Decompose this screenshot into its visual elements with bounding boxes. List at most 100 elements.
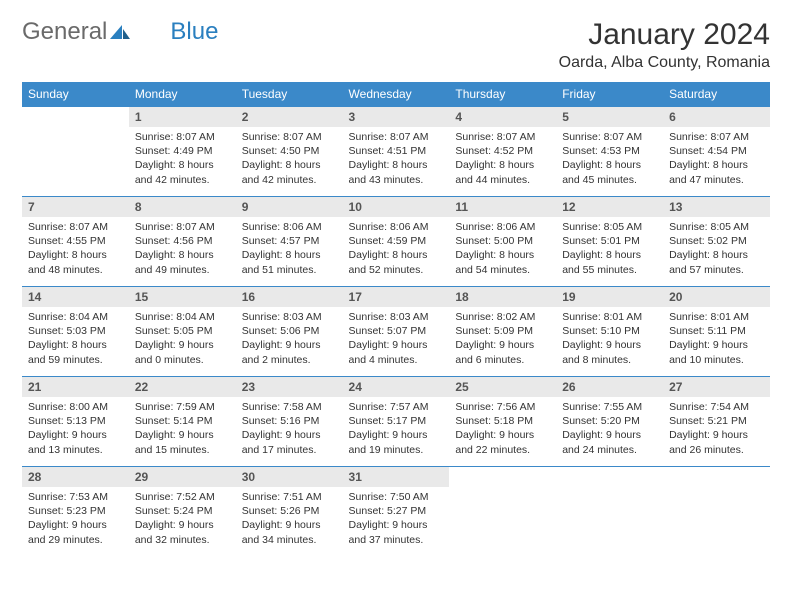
sunset-text: Sunset: 5:06 PM	[242, 324, 337, 338]
daylight-line2: and 57 minutes.	[669, 263, 764, 277]
sunrise-text: Sunrise: 8:01 AM	[562, 310, 657, 324]
sunrise-text: Sunrise: 7:52 AM	[135, 490, 230, 504]
sunset-text: Sunset: 4:59 PM	[349, 234, 444, 248]
daylight-line2: and 42 minutes.	[242, 173, 337, 187]
day-number: 10	[343, 197, 450, 217]
daylight-line1: Daylight: 9 hours	[669, 428, 764, 442]
calendar-cell: 26Sunrise: 7:55 AMSunset: 5:20 PMDayligh…	[556, 377, 663, 467]
daylight-line2: and 45 minutes.	[562, 173, 657, 187]
daylight-line2: and 51 minutes.	[242, 263, 337, 277]
day-number: 16	[236, 287, 343, 307]
sunrise-text: Sunrise: 7:59 AM	[135, 400, 230, 414]
day-number: 23	[236, 377, 343, 397]
brand-part1: General	[22, 18, 107, 46]
daylight-line1: Daylight: 9 hours	[349, 428, 444, 442]
sunrise-text: Sunrise: 8:07 AM	[669, 130, 764, 144]
daylight-line1: Daylight: 9 hours	[135, 428, 230, 442]
daylight-line1: Daylight: 9 hours	[135, 518, 230, 532]
sunrise-text: Sunrise: 7:57 AM	[349, 400, 444, 414]
calendar-body: 1Sunrise: 8:07 AMSunset: 4:49 PMDaylight…	[22, 107, 770, 557]
day-number: 31	[343, 467, 450, 487]
day-body: Sunrise: 8:02 AMSunset: 5:09 PMDaylight:…	[449, 307, 556, 373]
day-number: 26	[556, 377, 663, 397]
daylight-line1: Daylight: 8 hours	[28, 248, 123, 262]
weekday-header-row: Sunday Monday Tuesday Wednesday Thursday…	[22, 82, 770, 107]
daylight-line2: and 59 minutes.	[28, 353, 123, 367]
daylight-line1: Daylight: 9 hours	[28, 428, 123, 442]
sunset-text: Sunset: 5:27 PM	[349, 504, 444, 518]
calendar-cell: 10 Sunrise: 8:06 AMSunset: 4:59 PMDayligh…	[343, 197, 450, 287]
daylight-line2: and 6 minutes.	[455, 353, 550, 367]
calendar-table: Sunday Monday Tuesday Wednesday Thursday…	[22, 82, 770, 557]
day-body: Sunrise: 8:07 AMSunset: 4:56 PMDaylight:…	[129, 217, 236, 283]
day-number: 29	[129, 467, 236, 487]
day-number: 20	[663, 287, 770, 307]
day-body: Sunrise: 7:50 AMSunset: 5:27 PMDaylight:…	[343, 487, 450, 553]
sunrise-text: Sunrise: 8:07 AM	[28, 220, 123, 234]
calendar-cell: 22Sunrise: 7:59 AMSunset: 5:14 PMDayligh…	[129, 377, 236, 467]
day-number: 22	[129, 377, 236, 397]
logo-sail-icon	[110, 18, 130, 46]
day-body: Sunrise: 8:07 AMSunset: 4:49 PMDaylight:…	[129, 127, 236, 193]
daylight-line1: Daylight: 8 hours	[28, 338, 123, 352]
day-number: 11	[449, 197, 556, 217]
location: Oarda, Alba County, Romania	[559, 54, 770, 72]
daylight-line1: Daylight: 8 hours	[135, 248, 230, 262]
sunrise-text: Sunrise: 7:51 AM	[242, 490, 337, 504]
day-body: Sunrise: 8:07 AMSunset: 4:51 PMDaylight:…	[343, 127, 450, 193]
sunset-text: Sunset: 4:49 PM	[135, 144, 230, 158]
day-number: 15	[129, 287, 236, 307]
calendar-cell: 13Sunrise: 8:05 AMSunset: 5:02 PMDayligh…	[663, 197, 770, 287]
sunrise-text: Sunrise: 8:07 AM	[349, 130, 444, 144]
daylight-line2: and 44 minutes.	[455, 173, 550, 187]
day-number: 21	[22, 377, 129, 397]
daylight-line1: Daylight: 8 hours	[242, 158, 337, 172]
daylight-line2: and 43 minutes.	[349, 173, 444, 187]
sunset-text: Sunset: 4:50 PM	[242, 144, 337, 158]
sunset-text: Sunset: 5:00 PM	[455, 234, 550, 248]
daylight-line2: and 42 minutes.	[135, 173, 230, 187]
calendar-cell	[449, 467, 556, 557]
sunrise-text: Sunrise: 8:03 AM	[349, 310, 444, 324]
sunrise-text: Sunrise: 8:02 AM	[455, 310, 550, 324]
day-body: Sunrise: 8:01 AMSunset: 5:11 PMDaylight:…	[663, 307, 770, 373]
calendar-cell: 9Sunrise: 8:06 AMSunset: 4:57 PMDaylight…	[236, 197, 343, 287]
weekday-header: Monday	[129, 82, 236, 107]
calendar-cell: 6Sunrise: 8:07 AMSunset: 4:54 PMDaylight…	[663, 107, 770, 197]
calendar-cell: 1Sunrise: 8:07 AMSunset: 4:49 PMDaylight…	[129, 107, 236, 197]
sunset-text: Sunset: 4:55 PM	[28, 234, 123, 248]
daylight-line2: and 10 minutes.	[669, 353, 764, 367]
sunset-text: Sunset: 5:23 PM	[28, 504, 123, 518]
daylight-line1: Daylight: 9 hours	[349, 518, 444, 532]
calendar-cell: 18Sunrise: 8:02 AMSunset: 5:09 PMDayligh…	[449, 287, 556, 377]
sunrise-text: Sunrise: 8:00 AM	[28, 400, 123, 414]
sunset-text: Sunset: 5:02 PM	[669, 234, 764, 248]
weekday-header: Saturday	[663, 82, 770, 107]
daylight-line2: and 4 minutes.	[349, 353, 444, 367]
day-body: Sunrise: 8:07 AMSunset: 4:53 PMDaylight:…	[556, 127, 663, 193]
weekday-header: Thursday	[449, 82, 556, 107]
sunset-text: Sunset: 5:09 PM	[455, 324, 550, 338]
calendar-cell: 7Sunrise: 8:07 AMSunset: 4:55 PMDaylight…	[22, 197, 129, 287]
day-number: 8	[129, 197, 236, 217]
daylight-line1: Daylight: 8 hours	[349, 158, 444, 172]
daylight-line2: and 55 minutes.	[562, 263, 657, 277]
daylight-line1: Daylight: 8 hours	[242, 248, 337, 262]
day-body: Sunrise: 8:00 AMSunset: 5:13 PMDaylight:…	[22, 397, 129, 463]
sunrise-text: Sunrise: 8:07 AM	[562, 130, 657, 144]
calendar-cell: 4Sunrise: 8:07 AMSunset: 4:52 PMDaylight…	[449, 107, 556, 197]
calendar-cell: 30Sunrise: 7:51 AMSunset: 5:26 PMDayligh…	[236, 467, 343, 557]
day-number: 4	[449, 107, 556, 127]
day-body: Sunrise: 8:05 AMSunset: 5:02 PMDaylight:…	[663, 217, 770, 283]
sunrise-text: Sunrise: 8:05 AM	[669, 220, 764, 234]
daylight-line1: Daylight: 9 hours	[242, 338, 337, 352]
day-number: 14	[22, 287, 129, 307]
month-title: January 2024	[559, 18, 770, 52]
daylight-line1: Daylight: 8 hours	[349, 248, 444, 262]
calendar-cell: 31Sunrise: 7:50 AMSunset: 5:27 PMDayligh…	[343, 467, 450, 557]
daylight-line2: and 48 minutes.	[28, 263, 123, 277]
sunrise-text: Sunrise: 8:06 AM	[349, 220, 444, 234]
daylight-line1: Daylight: 9 hours	[349, 338, 444, 352]
daylight-line2: and 47 minutes.	[669, 173, 764, 187]
calendar-cell: 20Sunrise: 8:01 AMSunset: 5:11 PMDayligh…	[663, 287, 770, 377]
